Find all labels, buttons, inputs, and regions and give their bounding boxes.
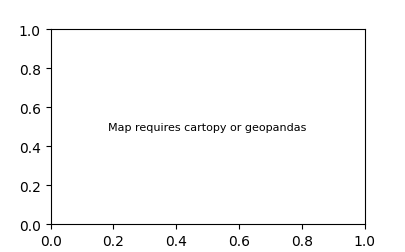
Text: Map requires cartopy or geopandas: Map requires cartopy or geopandas <box>109 122 307 132</box>
